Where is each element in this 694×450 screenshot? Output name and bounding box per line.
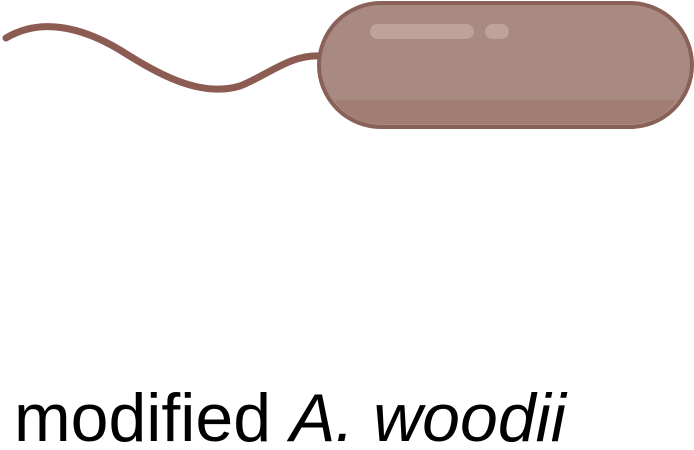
cell-highlight-long [370, 24, 474, 39]
bacterium-icon [2, 1, 694, 129]
species-name: A. woodii [289, 380, 566, 450]
cell-highlight-short [485, 24, 509, 39]
label-prefix: modified [14, 380, 272, 450]
flagellum [2, 23, 326, 93]
organism-label: modified A. woodii [14, 384, 566, 450]
cell-body-shadow [335, 100, 676, 124]
